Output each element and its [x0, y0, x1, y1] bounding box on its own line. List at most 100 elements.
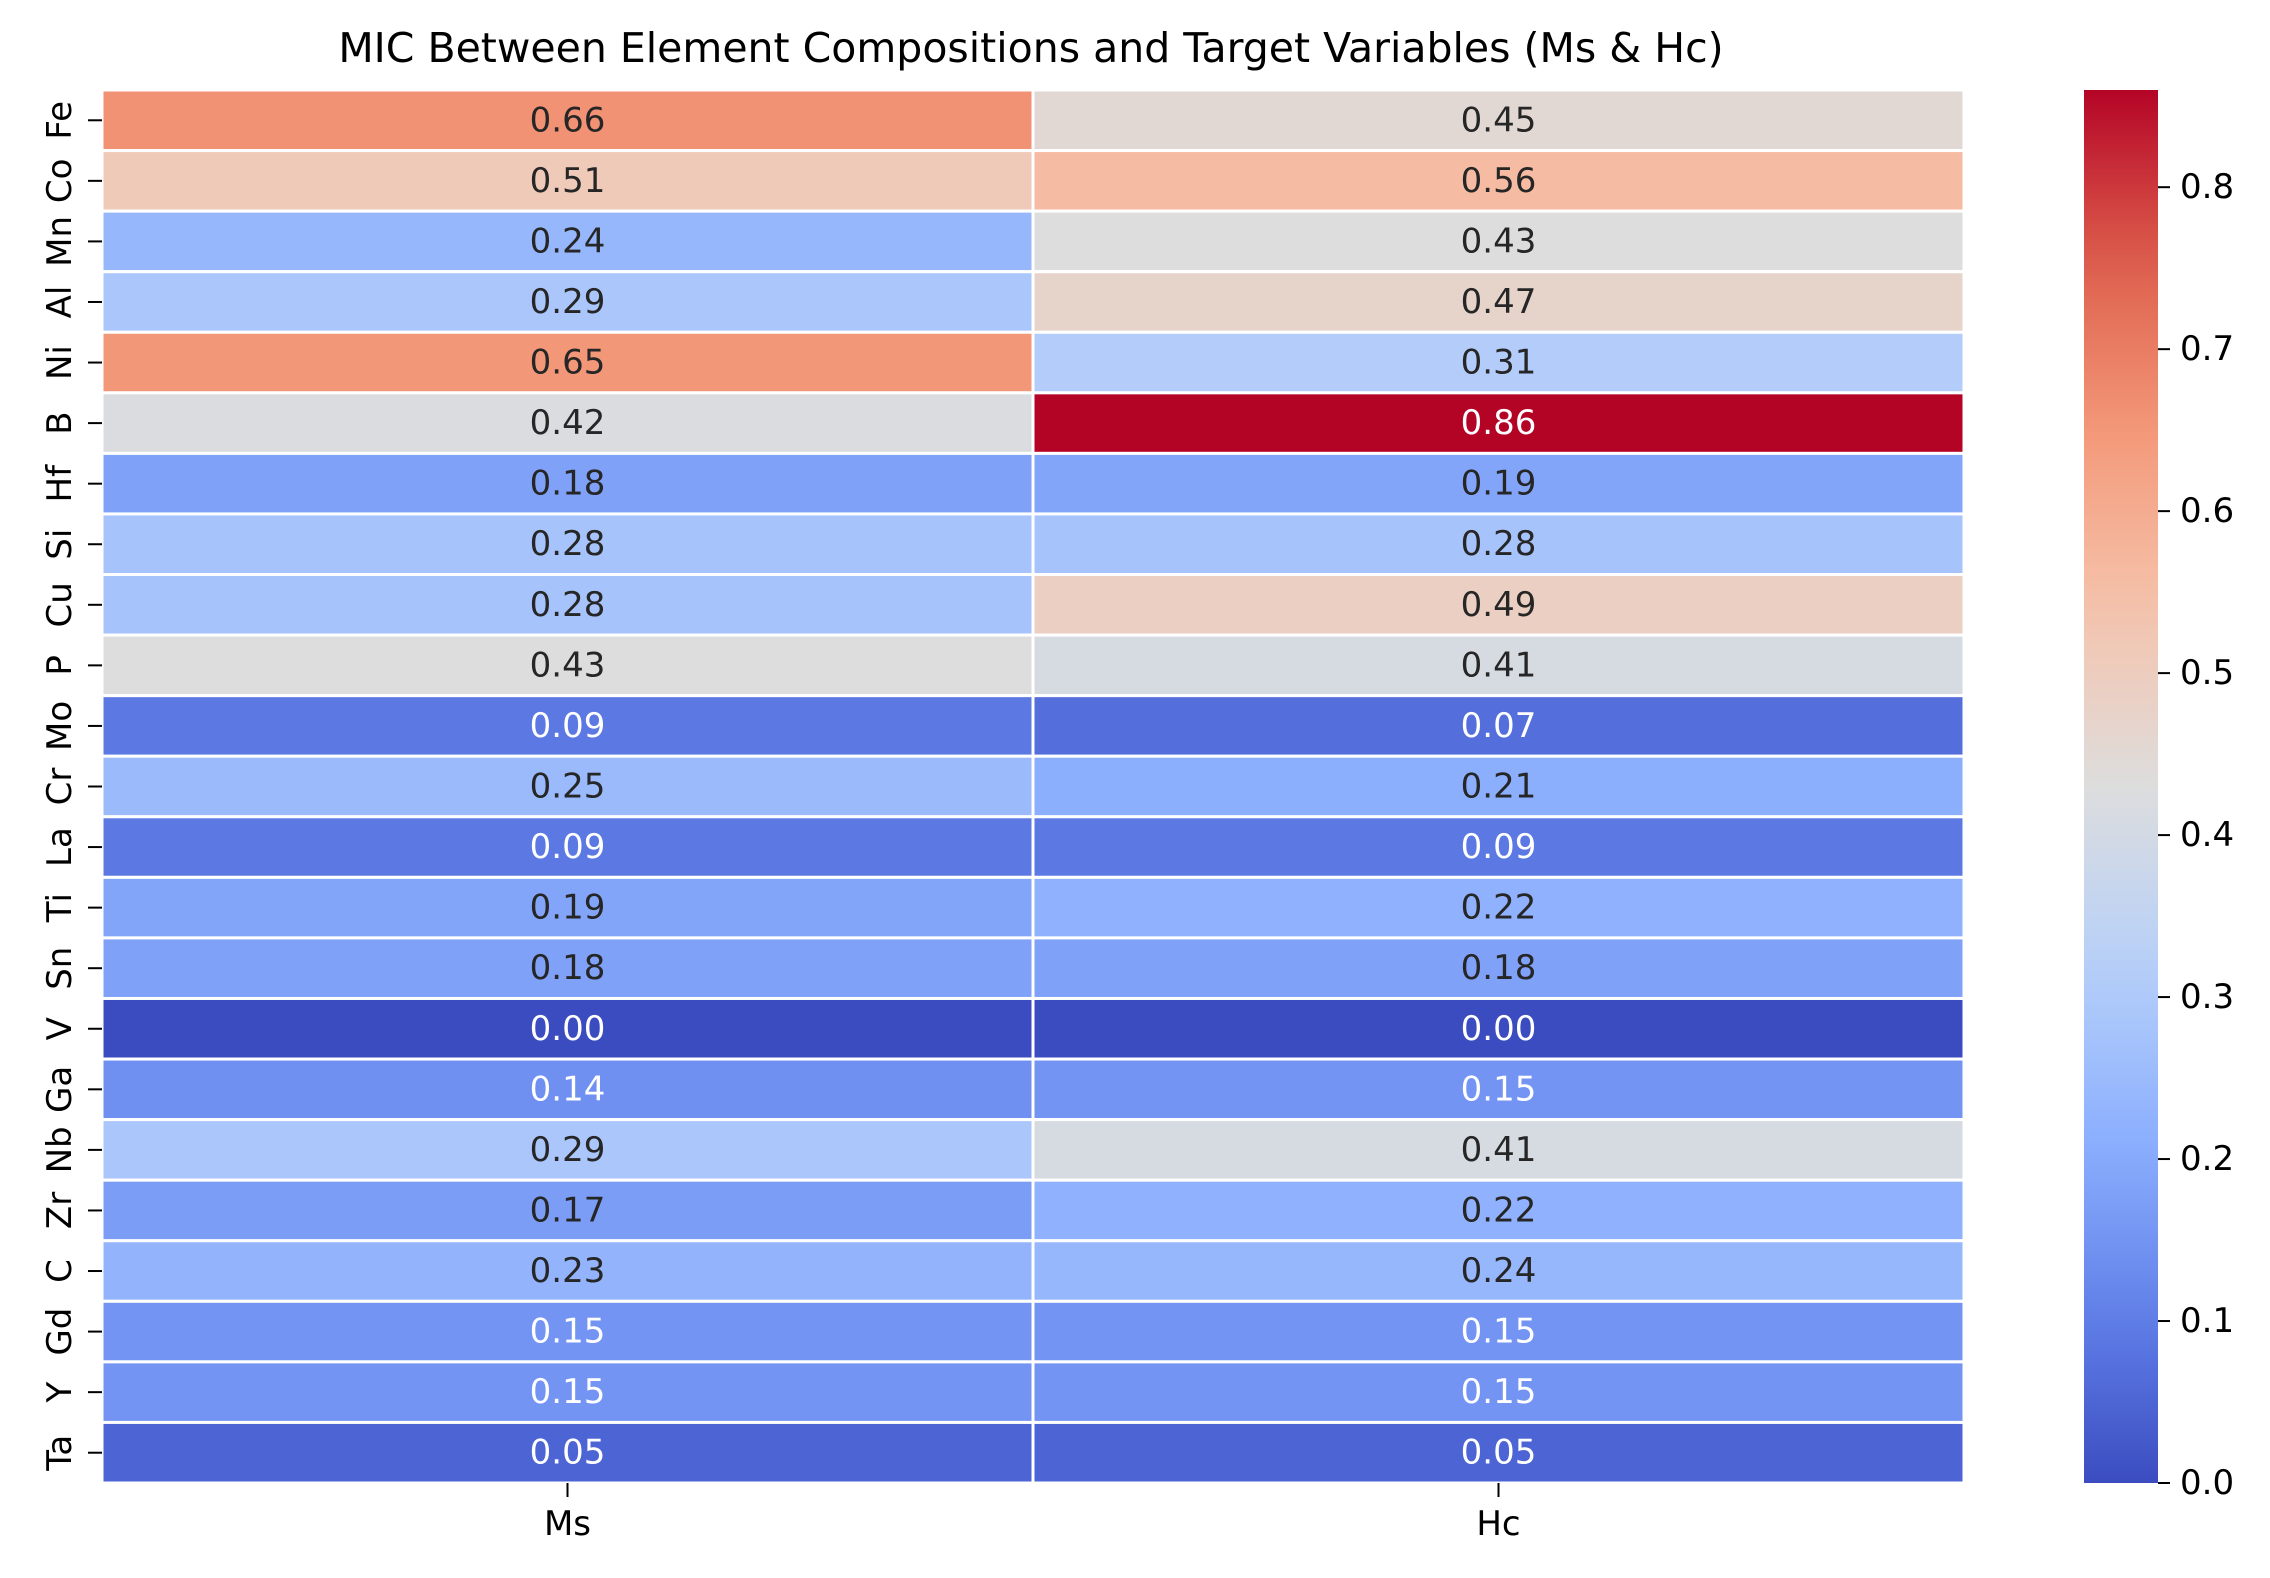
heatmap-cell	[1031, 936, 1966, 1000]
colorbar-tick-label: 0.3	[2180, 977, 2234, 1017]
cell-value-label: 0.29	[530, 1130, 606, 1170]
cell-value-label: 0.15	[1461, 1069, 1537, 1109]
y-tick-label: Al	[40, 286, 80, 319]
cell-value-label: 0.29	[530, 282, 606, 322]
heatmap-cell	[1031, 1299, 1966, 1364]
x-axis: Ms Hc	[544, 1483, 1521, 1544]
heatmap-cell	[1031, 209, 1966, 274]
cell-value-label: 0.00	[1461, 1009, 1537, 1049]
y-tick-label: Ga	[40, 1066, 80, 1113]
cell-value-label: 0.09	[1461, 827, 1537, 867]
colorbar-tick-label: 0.2	[2180, 1139, 2234, 1179]
heatmap-cell	[1031, 754, 1966, 819]
y-tick-label: Zr	[40, 1192, 80, 1229]
cell-value-label: 0.21	[1461, 767, 1537, 807]
y-axis: Fe Co Mn Al Ni B Hf Si Cu P Mo Cr La Ti Sn V Ga Nb Zr C Gd Y T…	[40, 101, 102, 1472]
heatmap-cell	[1031, 270, 1966, 334]
cell-value-label: 0.24	[1461, 1251, 1537, 1291]
heatmap-cell	[1031, 391, 1966, 455]
cell-value-label: 0.65	[530, 343, 606, 383]
heatmap-cell	[100, 754, 1035, 819]
colorbar-tick-label: 0.4	[2180, 815, 2234, 855]
cell-value-label: 0.24	[530, 221, 606, 261]
cell-value-label: 0.47	[1461, 282, 1537, 322]
y-tick-label: Y	[40, 1382, 80, 1404]
heatmap-cell	[1031, 88, 1966, 153]
cell-value-label: 0.22	[1461, 1190, 1537, 1230]
cell-value-label: 0.00	[530, 1009, 606, 1049]
cell-value-label: 0.41	[1461, 645, 1537, 685]
colorbar-tick-label: 0.8	[2180, 167, 2234, 207]
cell-value-label: 0.05	[1461, 1433, 1537, 1473]
heatmap-cell	[1031, 694, 1966, 758]
cell-value-label: 0.28	[530, 524, 606, 564]
y-tick-label: La	[40, 827, 80, 867]
heatmap-cell	[1031, 1420, 1966, 1485]
heatmap-cell	[100, 694, 1035, 758]
y-tick-label: P	[40, 655, 80, 676]
y-tick-label: B	[40, 411, 80, 434]
cell-value-label: 0.51	[530, 161, 606, 201]
y-tick-label: V	[40, 1017, 80, 1040]
colorbar-tick-label: 0.6	[2180, 491, 2234, 531]
cell-value-label: 0.22	[1461, 888, 1537, 928]
cell-value-label: 0.49	[1461, 585, 1537, 625]
y-tick-label: Hf	[40, 464, 80, 503]
cell-value-label: 0.15	[1461, 1312, 1537, 1352]
cell-value-label: 0.19	[530, 888, 606, 928]
cell-value-label: 0.43	[1461, 221, 1537, 261]
cell-value-label: 0.19	[1461, 464, 1537, 504]
cell-value-label: 0.31	[1461, 343, 1537, 383]
heatmap-cell	[1031, 633, 1966, 698]
cell-value-label: 0.09	[530, 827, 606, 867]
heatmap-cell	[1031, 330, 1966, 395]
heatmap-cell	[1031, 512, 1966, 577]
colorbar-tick-label: 0.5	[2180, 653, 2234, 693]
cell-value-label: 0.28	[1461, 524, 1537, 564]
heatmap-cell	[100, 1178, 1035, 1243]
chart-title: MIC Between Element Compositions and Tar…	[338, 24, 1723, 72]
x-tick-label: Hc	[1476, 1504, 1520, 1544]
y-tick-label: Nb	[40, 1126, 80, 1173]
cell-value-label: 0.23	[530, 1251, 606, 1291]
y-tick-label: C	[40, 1259, 80, 1283]
cell-value-label: 0.15	[530, 1312, 606, 1352]
heatmap-cell	[1031, 149, 1966, 213]
heatmap-cell	[100, 633, 1035, 698]
y-tick-label: Co	[40, 159, 80, 204]
y-tick-label: Si	[40, 529, 80, 560]
heatmap-cell	[1031, 815, 1966, 879]
y-tick-label: Mo	[40, 701, 80, 751]
x-tick-label: Ms	[544, 1504, 591, 1544]
cell-value-label: 0.18	[530, 948, 606, 988]
cell-value-label: 0.66	[530, 100, 606, 140]
cell-value-label: 0.07	[1461, 706, 1537, 746]
cell-value-label: 0.25	[530, 767, 606, 807]
y-tick-label: Gd	[40, 1308, 80, 1356]
y-tick-label: Ta	[40, 1435, 80, 1472]
y-tick-label: Mn	[40, 216, 80, 267]
colorbar-tick-label: 0.0	[2180, 1463, 2234, 1503]
cell-value-labels: 0.66 0.45 0.51 0.56 0.24 0.43 0.29 0.47 0.65 0.31…	[530, 100, 1537, 1472]
cell-value-label: 0.15	[530, 1372, 606, 1412]
cell-value-label: 0.56	[1461, 161, 1537, 201]
cell-value-label: 0.41	[1461, 1130, 1537, 1170]
cell-value-label: 0.05	[530, 1433, 606, 1473]
heatmap-cell	[1031, 451, 1966, 516]
cell-value-label: 0.18	[530, 464, 606, 504]
y-tick-label: Fe	[40, 101, 80, 140]
cell-value-label: 0.18	[1461, 948, 1537, 988]
cell-value-label: 0.28	[530, 585, 606, 625]
cell-value-label: 0.43	[530, 645, 606, 685]
y-tick-label: Ni	[40, 345, 80, 380]
colorbar: 0.0 0.1 0.2 0.3 0.4 0.5 0.6 0.7 0.8	[2084, 90, 2234, 1503]
heatmap-cells	[100, 88, 1966, 1485]
heatmap-cell	[1031, 1360, 1966, 1424]
cell-value-label: 0.45	[1461, 100, 1537, 140]
cell-value-label: 0.42	[530, 403, 606, 443]
y-tick-label: Sn	[40, 947, 80, 990]
heatmap-cell	[1031, 573, 1966, 637]
colorbar-gradient	[2084, 90, 2158, 1483]
cell-value-label: 0.14	[530, 1069, 606, 1109]
